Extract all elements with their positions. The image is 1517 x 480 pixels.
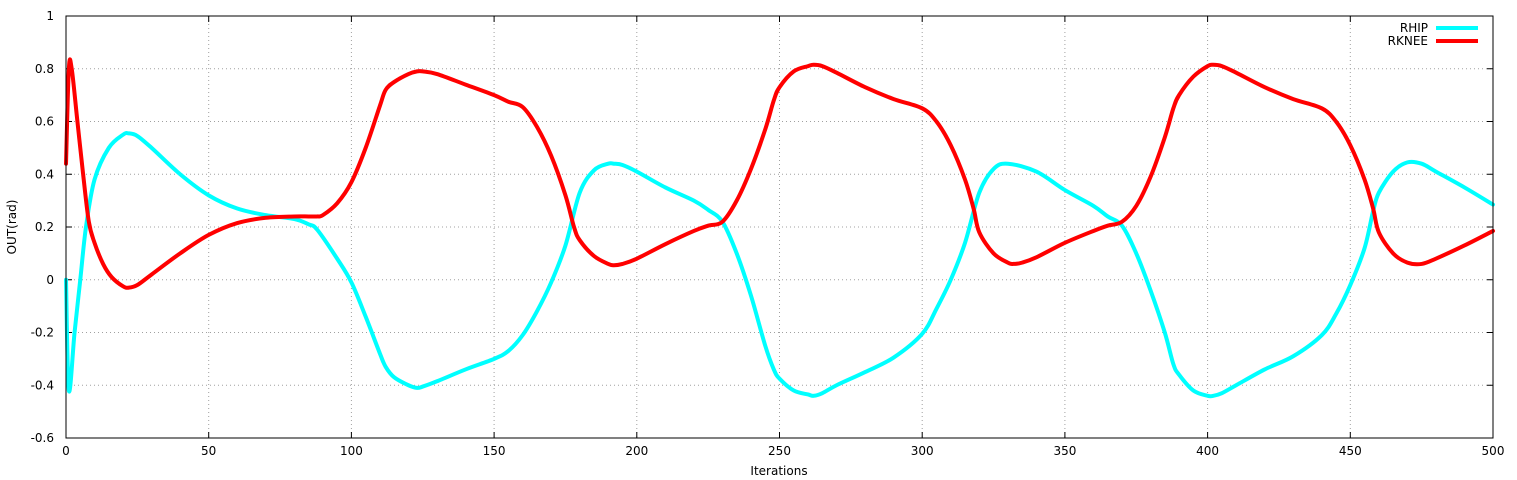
x-tick-label: 150: [483, 444, 506, 458]
series-lines: [64, 57, 1495, 399]
y-tick-label: 0: [46, 273, 54, 287]
y-tick-label: 0.6: [35, 115, 54, 129]
x-tick-label: 0: [62, 444, 70, 458]
x-tick-label: 350: [1053, 444, 1076, 458]
x-tick-label: 400: [1196, 444, 1219, 458]
y-tick-labels: -0.6 -0.4 -0.2 0 0.2 0.4 0.6 0.8 1: [31, 9, 54, 445]
x-tick-label: 300: [911, 444, 934, 458]
legend-label-rknee: RKNEE: [1388, 34, 1428, 48]
y-tick-label: 1: [46, 9, 54, 23]
y-tick-label: -0.6: [31, 431, 54, 445]
y-tick-label: 0.2: [35, 220, 54, 234]
x-tick-label: 50: [201, 444, 216, 458]
series-line-rhip: [64, 131, 1495, 399]
y-tick-label: -0.4: [31, 378, 54, 392]
x-tick-label: 450: [1339, 444, 1362, 458]
x-tick-label: 200: [625, 444, 648, 458]
y-tick-label: 0.4: [35, 167, 54, 181]
legend-label-rhip: RHIP: [1400, 21, 1428, 35]
x-axis-title: Iterations: [750, 464, 807, 478]
series-line-rknee: [64, 57, 1495, 290]
y-tick-label: 0.8: [35, 62, 54, 76]
x-tick-label: 500: [1482, 444, 1505, 458]
y-axis-title: OUT(rad): [5, 200, 19, 255]
x-tick-labels: 0 50 100 150 200 250 300 350 400 450 500: [62, 444, 1504, 458]
y-tick-label: -0.2: [31, 326, 54, 340]
x-tick-label: 250: [768, 444, 791, 458]
x-tick-label: 100: [340, 444, 363, 458]
grid-lines: [66, 16, 1493, 438]
plot-border: [65, 15, 1494, 439]
